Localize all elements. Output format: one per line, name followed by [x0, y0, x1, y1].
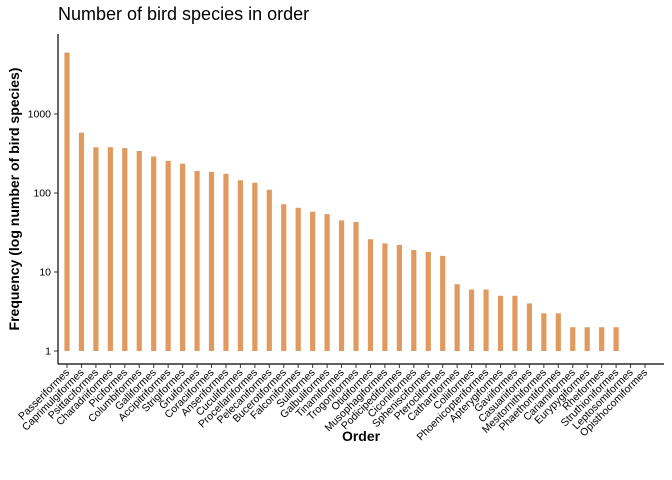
x-axis-title: Order: [342, 428, 381, 444]
y-axis-title: Frequency (log number of bird species): [6, 68, 22, 331]
bar-psittaciformes: [93, 147, 99, 351]
bar-casuariiformes: [526, 303, 532, 351]
bar-otidiformes: [367, 239, 374, 351]
bar-musophagiformes: [382, 243, 388, 351]
bar-columbiformes: [136, 151, 142, 351]
bar-falconiformes: [295, 207, 301, 351]
bar-podicipediformes: [396, 244, 402, 351]
bar-piciformes: [122, 148, 128, 351]
bar-struthioniformes: [613, 327, 619, 351]
bar-gaviiformes: [512, 295, 518, 351]
y-ticks-group: 1 10 100 1000: [28, 109, 58, 358]
bar-phaethontiformes: [555, 313, 561, 351]
bar-ciconiiformes: [411, 249, 417, 351]
y-tick-label: 1000: [28, 109, 52, 121]
bar-tinamiformes: [338, 220, 345, 351]
bars-group: [64, 52, 619, 351]
bar-galbuliformes: [324, 214, 330, 351]
bar-caprimulgiformes: [78, 132, 85, 351]
bar-charadriiformes: [107, 147, 113, 351]
bar-anseriformes: [223, 173, 229, 351]
bar-gruiformes: [194, 170, 200, 351]
chart-title: Number of bird species in order: [58, 4, 310, 24]
bar-coraciiformes: [208, 171, 215, 351]
bar-procellariiformes: [252, 182, 258, 351]
bar-strigiformes: [180, 163, 186, 351]
bar-passeriformes: [64, 52, 70, 351]
bar-cuculiformes: [237, 180, 243, 351]
bar-trogoniformes: [353, 221, 359, 351]
bar-pelecaniformes: [266, 189, 272, 351]
y-tick-label: 1: [45, 346, 51, 358]
bar-phoenicopteriformes: [483, 289, 489, 351]
bar-sphenisciformes: [425, 251, 431, 351]
bar-cariamiformes: [570, 327, 576, 351]
bar-mesitornithiformes: [541, 313, 547, 351]
bar-suliformes: [310, 211, 316, 351]
x-ticks-group: PasseriformesCaprimulgiformesPsittacifor…: [16, 364, 650, 443]
y-tick-label: 10: [39, 267, 51, 279]
bar-accipitriformes: [165, 160, 171, 351]
bar-rheiformes: [599, 327, 605, 351]
bar-pterocliformes: [440, 255, 446, 351]
bar-eurypygiformes: [584, 327, 590, 351]
y-tick-label: 100: [33, 188, 51, 200]
bar-apterygiformes: [497, 295, 504, 351]
bar-galliformes: [151, 156, 157, 351]
bar-cathartiformes: [454, 284, 460, 351]
bar-bucerotiformes: [281, 204, 287, 351]
bar-coliiformes: [469, 289, 475, 351]
